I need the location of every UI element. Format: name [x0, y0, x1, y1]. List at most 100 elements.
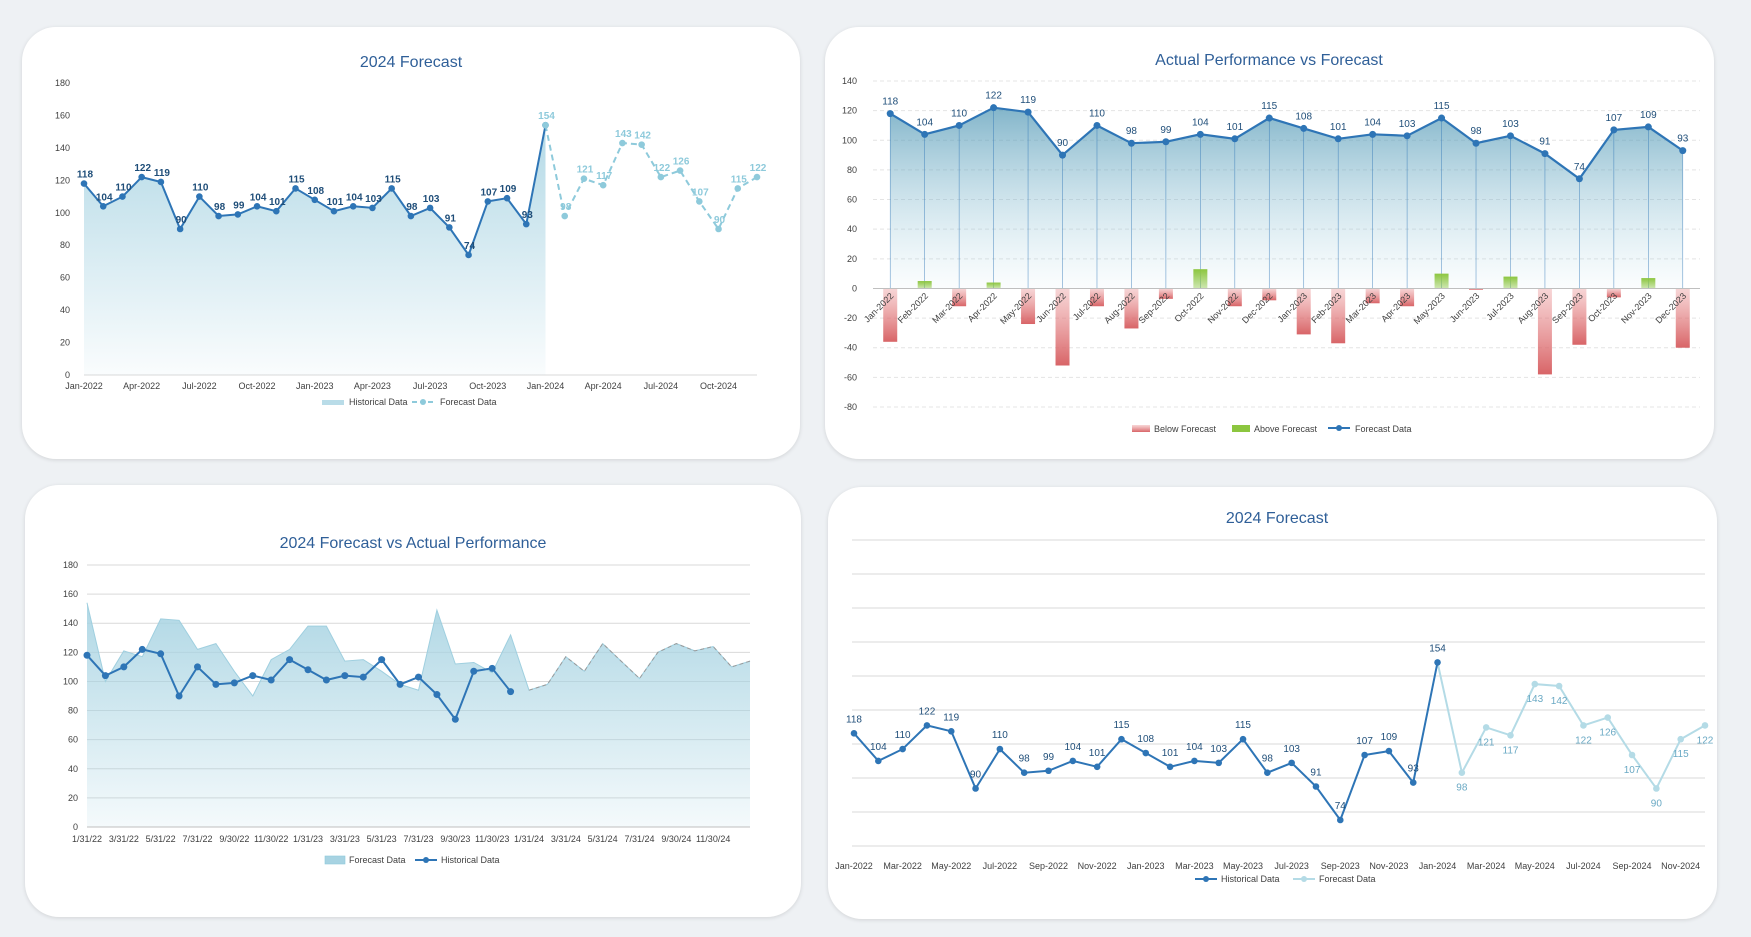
historical-point — [138, 173, 145, 181]
forecast-point — [1059, 151, 1067, 159]
forecast-data-label: 142 — [1551, 696, 1568, 707]
below-forecast-bar — [1365, 288, 1380, 304]
forecast-point — [1162, 138, 1170, 146]
forecast-data-label: 108 — [1295, 111, 1312, 122]
forecast-point — [921, 130, 929, 138]
historical-data-label: 98 — [214, 202, 226, 213]
x-tick-label: 3/31/24 — [551, 834, 581, 844]
below-forecast-bar — [1124, 288, 1139, 329]
historical-point — [996, 745, 1004, 753]
forecast-data-label: 104 — [1364, 117, 1381, 128]
y-tick-label: 140 — [55, 143, 70, 153]
x-tick-label: Nov-2022 — [1078, 861, 1117, 871]
below-forecast-bar — [1606, 288, 1621, 298]
historical-data-label: 107 — [1356, 736, 1373, 747]
above-forecast-bar — [986, 282, 1001, 289]
historical-point — [407, 212, 415, 220]
historical-data-label: 118 — [77, 170, 94, 181]
above-forecast-bar — [1503, 276, 1518, 289]
forecast-data-label: 115 — [731, 174, 748, 185]
forecast-point — [1196, 130, 1204, 138]
forecast-point — [1677, 735, 1684, 743]
forecast-point — [599, 181, 607, 189]
legend-forecast-label: Forecast Data — [1319, 874, 1376, 884]
historical-data-label: 154 — [1429, 643, 1446, 654]
historical-point — [234, 211, 242, 218]
x-tick-label: 11/30/24 — [696, 834, 730, 844]
historical-point — [1191, 757, 1198, 765]
historical-data-label: 103 — [423, 194, 440, 205]
x-tick-label: Oct-2022 — [239, 381, 276, 391]
forecast-data-label: 142 — [634, 131, 651, 142]
historical-point — [304, 666, 312, 674]
below-forecast-bar — [1055, 288, 1070, 366]
forecast-point — [542, 121, 549, 129]
historical-data-label: 90 — [176, 215, 188, 226]
historical-point — [194, 663, 201, 671]
historical-data-label: 98 — [406, 202, 418, 213]
below-forecast-bar — [1469, 288, 1484, 290]
below-forecast-bar — [1572, 288, 1587, 345]
below-forecast-bar — [1331, 288, 1346, 344]
historical-point — [369, 204, 376, 212]
x-tick-label: Jan-2024 — [1419, 861, 1457, 871]
y-tick-label: 100 — [63, 676, 78, 686]
x-tick-label: Apr-2023 — [1379, 291, 1412, 324]
historical-point — [292, 185, 299, 192]
above-forecast-bar — [917, 281, 932, 289]
forecast-data-label: 109 — [1640, 110, 1657, 121]
y-tick-label: 20 — [847, 254, 857, 264]
below-forecast-bar — [1021, 288, 1036, 325]
forecast-point — [1231, 135, 1239, 143]
historical-data-label: 118 — [846, 714, 862, 725]
forecast-line — [544, 124, 758, 231]
historical-data-label: 101 — [1089, 748, 1106, 759]
x-tick-label: Jul-2022 — [182, 381, 217, 391]
forecast-data-label: 98 — [1456, 783, 1468, 794]
forecast-point — [715, 225, 722, 233]
historical-point — [1093, 763, 1101, 771]
x-tick-label: Jul-2024 — [644, 381, 679, 391]
forecast-data-label: 110 — [951, 108, 967, 119]
forecast-point — [1604, 714, 1612, 721]
chart-title: 2024 Forecast vs Actual Performance — [280, 535, 547, 552]
historical-point — [120, 663, 128, 671]
x-tick-label: 9/30/24 — [661, 834, 691, 844]
legend-forecast-marker — [420, 399, 426, 405]
y-tick-label: 80 — [60, 240, 70, 250]
y-tick-label: 60 — [60, 273, 70, 283]
forecast-point — [1575, 175, 1583, 183]
historical-data-label: 107 — [480, 187, 497, 198]
x-tick-label: Jan-2023 — [296, 381, 334, 391]
legend-historical-marker — [1203, 876, 1209, 882]
forecast-point — [753, 173, 761, 181]
chart-2024-forecast: 2024 Forecast 0 20 40 60 80 100 120 140 160 180 Jan… — [55, 54, 767, 407]
x-tick-label: Jun-2023 — [1448, 291, 1482, 325]
historical-data-label: 122 — [134, 163, 151, 174]
below-forecast-bar — [952, 288, 967, 307]
forecast-line — [889, 106, 1684, 181]
forecast-data-label: 118 — [882, 97, 898, 108]
below-forecast-bar — [1227, 288, 1242, 307]
historical-area — [84, 125, 546, 375]
historical-point — [1434, 659, 1441, 666]
forecast-point — [1438, 114, 1446, 122]
forecast-data-label: 122 — [654, 163, 671, 174]
historical-point — [850, 730, 858, 737]
historical-point — [311, 196, 319, 204]
forecast-data-label: 115 — [1673, 749, 1689, 760]
x-tick-label: Oct-2023 — [469, 381, 506, 391]
historical-data-label: 110 — [115, 183, 132, 194]
historical-point — [899, 745, 906, 753]
y-tick-label: 60 — [847, 195, 857, 205]
historical-point — [388, 185, 395, 192]
historical-data-label: 109 — [500, 184, 517, 195]
historical-point — [267, 676, 275, 684]
forecast-data-label: 90 — [1057, 138, 1069, 149]
x-tick-label: Apr-2023 — [354, 381, 391, 391]
y-tick-label: -20 — [844, 313, 857, 323]
legend-historical-label: Historical Data — [441, 855, 500, 865]
historical-data-label: 104 — [250, 192, 267, 203]
legend-historical-swatch — [322, 400, 344, 405]
chart-card-2024-forecast-line: 2024 Forecast 98 121 117 143 142 122 126 107 90 11… — [828, 487, 1717, 919]
